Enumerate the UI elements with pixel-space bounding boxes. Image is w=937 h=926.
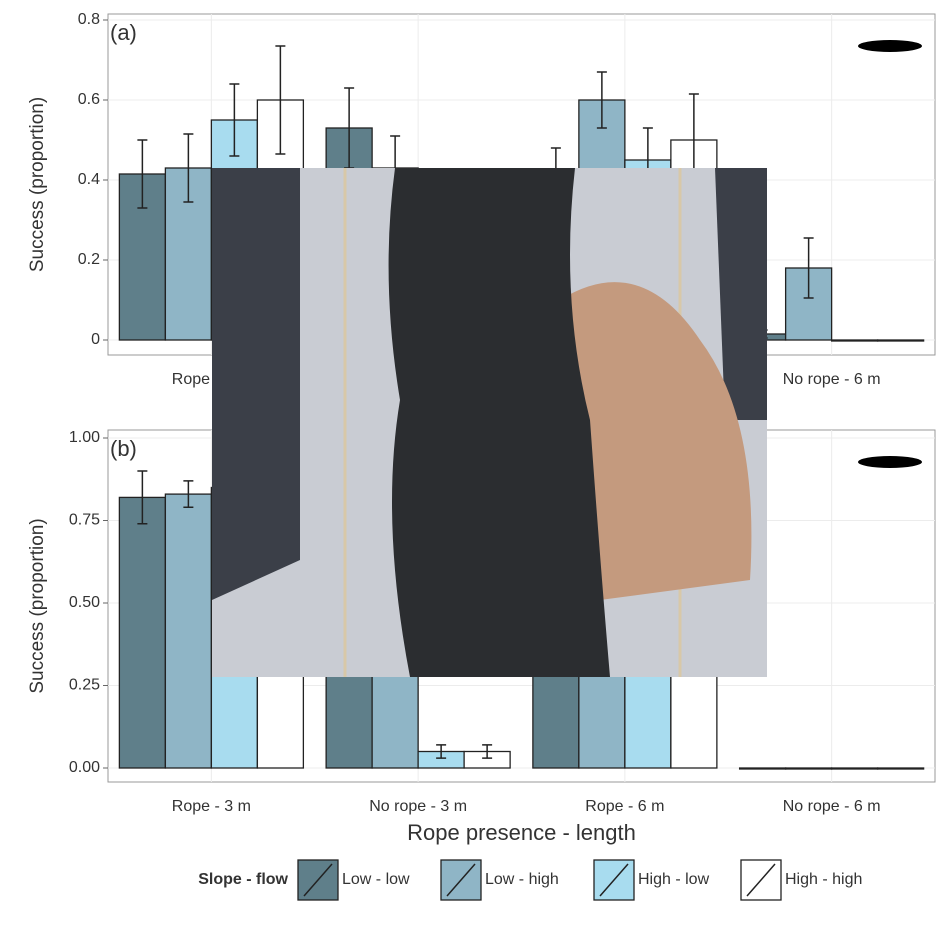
x-tick-label: No rope - 6 m [783, 798, 881, 815]
x-axis-title: Rope presence - length [407, 820, 636, 845]
legend-label: High - low [638, 871, 710, 888]
legend-label: Low - low [342, 871, 410, 888]
panel-label: (b) [110, 436, 137, 461]
y-tick-label: 0.4 [78, 171, 100, 188]
bar [165, 494, 211, 768]
bar [878, 340, 924, 341]
y-tick-label: 0.50 [69, 594, 100, 611]
fish-icon [858, 40, 922, 52]
y-axis-title: Success (proportion) [27, 97, 48, 272]
y-axis-title: Success (proportion) [27, 518, 48, 693]
y-tick-label: 0.8 [78, 11, 100, 28]
x-tick-label: No rope - 6 m [783, 371, 881, 388]
legend-label: High - high [785, 871, 862, 888]
bar [119, 497, 165, 768]
legend-label: Low - high [485, 871, 559, 888]
y-tick-label: 0.75 [69, 512, 100, 529]
y-tick-label: 0 [91, 331, 100, 348]
y-tick-label: 0.25 [69, 677, 100, 694]
x-tick-label: Rope - 3 m [172, 798, 251, 815]
x-tick-label: Rope - 6 m [585, 798, 664, 815]
page: 0 0.2 0.4 0.6 0.8 Rope - 3 m No rope - 3 m Rope… [0, 0, 937, 926]
bar [832, 768, 878, 769]
bar [740, 768, 786, 769]
legend-title: Slope - flow [198, 871, 288, 888]
photo-fabric [212, 168, 300, 600]
chart: 0 0.2 0.4 0.6 0.8 Rope - 3 m No rope - 3 m Rope… [0, 0, 937, 921]
x-tick-label: No rope - 3 m [369, 798, 467, 815]
y-tick-label: 0.6 [78, 91, 100, 108]
photo-overlay [212, 168, 767, 677]
y-tick-label: 1.00 [69, 429, 100, 446]
panel-label: (a) [110, 20, 137, 45]
bar [878, 768, 924, 769]
fish-icon [858, 456, 922, 468]
bar [832, 340, 878, 341]
bar [786, 768, 832, 769]
y-tick-label: 0.00 [69, 759, 100, 776]
y-tick-label: 0.2 [78, 251, 100, 268]
